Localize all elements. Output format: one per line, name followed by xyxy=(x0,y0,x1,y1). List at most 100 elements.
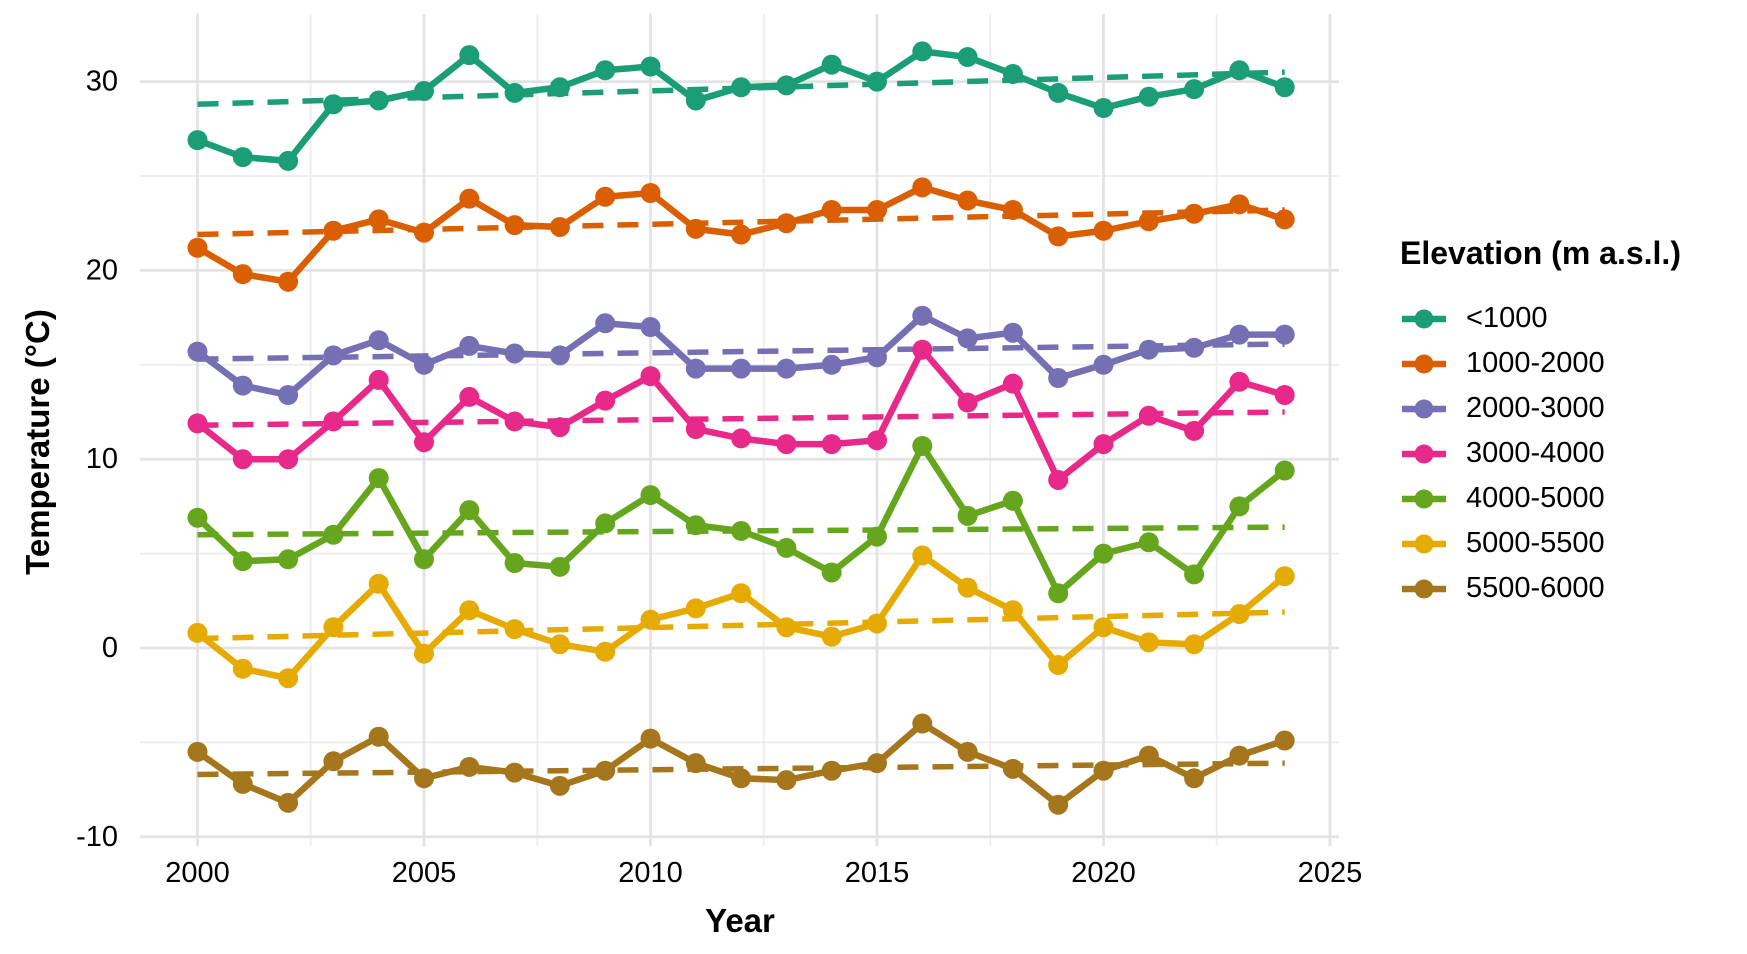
data-point xyxy=(549,345,570,366)
data-point xyxy=(1274,77,1295,98)
data-point xyxy=(867,613,887,634)
x-tick-label: 2000 xyxy=(165,857,230,889)
data-point xyxy=(1002,322,1023,343)
data-point xyxy=(685,753,706,774)
data-point xyxy=(232,147,253,168)
x-tick-label: 2020 xyxy=(1071,857,1136,889)
y-tick-label: 20 xyxy=(86,254,118,286)
series-2000-3000 xyxy=(187,305,1295,406)
data-point xyxy=(1229,60,1250,81)
data-point xyxy=(957,328,978,349)
data-point xyxy=(1093,220,1114,241)
data-point xyxy=(1274,460,1295,481)
data-point xyxy=(685,418,706,439)
data-point xyxy=(731,520,752,541)
data-point xyxy=(1002,373,1023,394)
y-tick-labels: 30 20 10 0 -10 xyxy=(76,66,118,853)
legend-key-icon xyxy=(1402,354,1446,373)
data-point xyxy=(549,77,570,98)
trend-line-3000-4000 xyxy=(197,409,1285,428)
data-point xyxy=(595,513,616,534)
data-point xyxy=(504,343,525,364)
data-point xyxy=(776,770,797,791)
data-point xyxy=(278,449,299,470)
trend-line-2000-3000 xyxy=(197,341,1285,362)
data-point xyxy=(731,224,752,245)
data-point xyxy=(1002,758,1023,779)
series-3000-4000 xyxy=(187,339,1295,490)
data-point xyxy=(912,339,933,360)
legend-item-label: 5500-6000 xyxy=(1466,572,1605,604)
data-point xyxy=(323,411,344,432)
data-point xyxy=(414,432,434,453)
data-point xyxy=(912,545,933,566)
data-point xyxy=(1184,634,1205,655)
trend-line-5000-5500 xyxy=(197,609,1285,642)
y-axis-title: Temperature (°C) xyxy=(19,309,56,575)
data-point xyxy=(640,609,661,630)
data-point xyxy=(595,60,616,81)
data-point xyxy=(414,222,434,243)
data-point xyxy=(232,658,253,679)
data-point xyxy=(776,537,797,558)
data-point xyxy=(821,562,842,583)
data-point xyxy=(368,726,389,747)
data-point xyxy=(368,330,389,351)
legend-key-icon xyxy=(1402,579,1446,598)
data-point xyxy=(459,386,480,407)
data-point xyxy=(414,768,434,789)
data-point xyxy=(1274,730,1295,751)
data-point xyxy=(504,411,525,432)
data-point xyxy=(368,369,389,390)
legend-item-3000-4000: 3000-4000 xyxy=(1400,431,1745,476)
legend-item-label: 3000-4000 xyxy=(1466,437,1605,469)
series-line-4000-5000 xyxy=(194,442,1288,597)
data-point xyxy=(821,54,842,75)
data-point xyxy=(1048,583,1069,604)
data-point xyxy=(867,199,887,220)
legend-item-<1000: <1000 xyxy=(1400,296,1745,341)
data-point xyxy=(640,182,661,203)
data-point xyxy=(912,713,933,734)
data-point xyxy=(278,271,299,292)
legend-item-label: 1000-2000 xyxy=(1466,347,1605,379)
data-point xyxy=(368,209,389,230)
data-point xyxy=(731,583,752,604)
data-point xyxy=(731,768,752,789)
data-point xyxy=(867,526,887,547)
data-point xyxy=(414,81,434,102)
data-point xyxy=(232,773,253,794)
legend-item-label: <1000 xyxy=(1466,302,1548,334)
data-point xyxy=(368,573,389,594)
data-point xyxy=(504,215,525,236)
legend-item-label: 2000-3000 xyxy=(1466,392,1605,424)
legend-title: Elevation (m a.s.l.) xyxy=(1400,235,1681,271)
data-point xyxy=(187,622,208,643)
data-point xyxy=(821,434,842,455)
data-point xyxy=(368,90,389,111)
data-point xyxy=(323,94,344,115)
data-point xyxy=(776,75,797,96)
data-point xyxy=(595,186,616,207)
data-point xyxy=(776,434,797,455)
y-tick-label: -10 xyxy=(76,821,118,853)
data-point xyxy=(323,345,344,366)
y-tick-label: 0 xyxy=(102,632,118,664)
data-point xyxy=(957,47,978,68)
data-point xyxy=(1048,654,1069,675)
data-point xyxy=(187,413,208,434)
data-point xyxy=(549,417,570,438)
data-point xyxy=(1138,632,1159,653)
data-point xyxy=(278,385,299,406)
data-point xyxy=(957,741,978,762)
legend-key-icon xyxy=(1402,534,1446,553)
data-point xyxy=(187,130,208,151)
data-point xyxy=(1229,194,1250,215)
data-point xyxy=(549,216,570,237)
legend-key-icon xyxy=(1402,309,1446,328)
x-tick-label: 2005 xyxy=(392,857,457,889)
data-point xyxy=(1229,324,1250,345)
data-point xyxy=(912,177,933,198)
series-1000-2000 xyxy=(187,177,1295,292)
data-point xyxy=(278,792,299,813)
